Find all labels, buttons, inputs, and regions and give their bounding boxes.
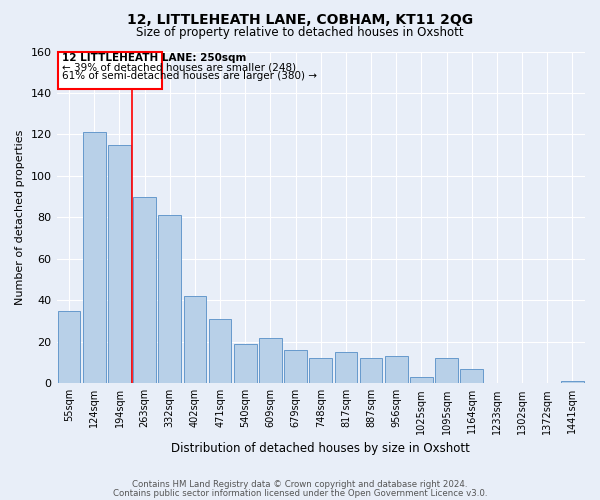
- X-axis label: Distribution of detached houses by size in Oxshott: Distribution of detached houses by size …: [172, 442, 470, 455]
- Bar: [410, 377, 433, 384]
- Text: Contains HM Land Registry data © Crown copyright and database right 2024.: Contains HM Land Registry data © Crown c…: [132, 480, 468, 489]
- Text: 12 LITTLEHEATH LANE: 250sqm: 12 LITTLEHEATH LANE: 250sqm: [62, 53, 246, 63]
- Bar: [158, 216, 181, 384]
- Bar: [184, 296, 206, 384]
- Bar: [335, 352, 357, 384]
- Text: ← 39% of detached houses are smaller (248): ← 39% of detached houses are smaller (24…: [62, 62, 296, 72]
- Bar: [310, 358, 332, 384]
- Bar: [133, 196, 156, 384]
- Bar: [209, 319, 232, 384]
- Text: Contains public sector information licensed under the Open Government Licence v3: Contains public sector information licen…: [113, 489, 487, 498]
- Bar: [385, 356, 407, 384]
- Bar: [108, 145, 131, 384]
- Bar: [435, 358, 458, 384]
- Bar: [460, 369, 483, 384]
- Text: 12, LITTLEHEATH LANE, COBHAM, KT11 2QG: 12, LITTLEHEATH LANE, COBHAM, KT11 2QG: [127, 12, 473, 26]
- Bar: [58, 310, 80, 384]
- Bar: [234, 344, 257, 384]
- Text: Size of property relative to detached houses in Oxshott: Size of property relative to detached ho…: [136, 26, 464, 39]
- Text: 61% of semi-detached houses are larger (380) →: 61% of semi-detached houses are larger (…: [62, 72, 317, 82]
- Bar: [58, 52, 162, 89]
- Bar: [360, 358, 382, 384]
- Bar: [561, 381, 584, 384]
- Bar: [284, 350, 307, 384]
- Bar: [83, 132, 106, 384]
- Y-axis label: Number of detached properties: Number of detached properties: [15, 130, 25, 305]
- Bar: [259, 338, 282, 384]
